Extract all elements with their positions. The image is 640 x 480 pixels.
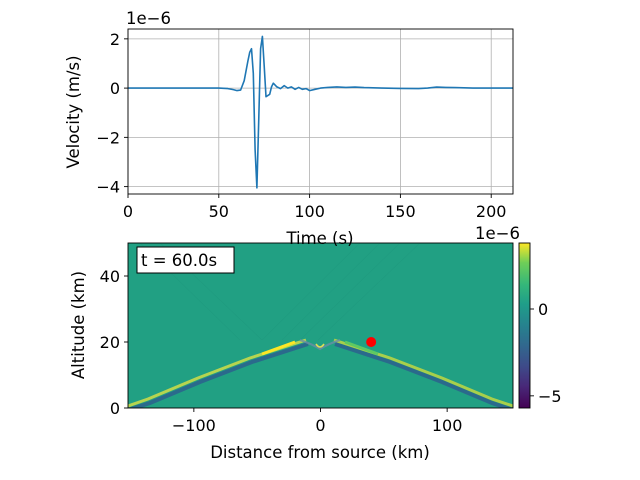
wavefield-y-axis-label: Altitude (km)	[69, 271, 88, 379]
velocity-x-axis-label: Time (s)	[285, 229, 353, 248]
wavefront-apex	[299, 338, 341, 351]
velocity-x-tick-label: 200	[476, 202, 507, 221]
wavefield-x-tick-label: −100	[172, 416, 216, 435]
colorbar-offset-label: 1e−6	[475, 224, 520, 243]
wavefield-panel: t = 60.0s −100 0 100 0 20 40 Distance from s…	[69, 224, 562, 462]
colorbar	[518, 242, 531, 409]
wavefield-y-ticks: 0 20 40	[100, 267, 128, 418]
velocity-x-tick-label: 150	[385, 202, 416, 221]
velocity-offset-label: 1e−6	[126, 9, 171, 28]
time-annotation: t = 60.0s	[141, 251, 217, 270]
velocity-x-tick-label: 100	[294, 202, 325, 221]
wavefield-y-tick-label: 40	[100, 267, 120, 286]
time-annotation-box	[136, 246, 235, 274]
wavefield-y-tick-label: 20	[100, 333, 120, 352]
wavefront-left-dark	[128, 342, 309, 408]
wavefront-right-dark	[334, 342, 513, 408]
velocity-x-tick-label: 0	[123, 202, 133, 221]
wavefield-x-ticks: −100 0 100	[172, 408, 463, 435]
wavefield-y-tick-label: 0	[110, 399, 120, 418]
wavefield-image	[128, 243, 513, 408]
velocity-x-ticks: 0 50 100 150 200	[123, 194, 507, 221]
velocity-x-tick-label: 50	[209, 202, 229, 221]
velocity-axes-frame	[127, 28, 514, 195]
colorbar-tick-label: −5	[538, 387, 562, 406]
velocity-y-tick-label: 0	[110, 79, 120, 98]
velocity-y-tick-label: −2	[96, 128, 120, 147]
wavefield-x-tick-label: 0	[315, 416, 325, 435]
wavefield-x-tick-label: 100	[432, 416, 463, 435]
colorbar-tick-label: 0	[538, 300, 548, 319]
velocity-y-axis-label: Velocity (m/s)	[64, 55, 83, 168]
velocity-y-ticks: −4 −2 0 2	[96, 30, 128, 197]
velocity-line	[128, 35, 513, 189]
colorbar-ticks: 0 −5	[530, 300, 562, 406]
wavefield-x-axis-label: Distance from source (km)	[210, 443, 430, 462]
velocity-grid	[127, 29, 513, 194]
receiver-marker	[366, 337, 377, 347]
velocity-panel: 0 50 100 150 200 −4 −2 0 2 1e−6 Velocity (m/s)	[64, 9, 514, 221]
velocity-y-tick-label: −4	[96, 178, 120, 197]
velocity-y-tick-label: 2	[110, 30, 120, 49]
